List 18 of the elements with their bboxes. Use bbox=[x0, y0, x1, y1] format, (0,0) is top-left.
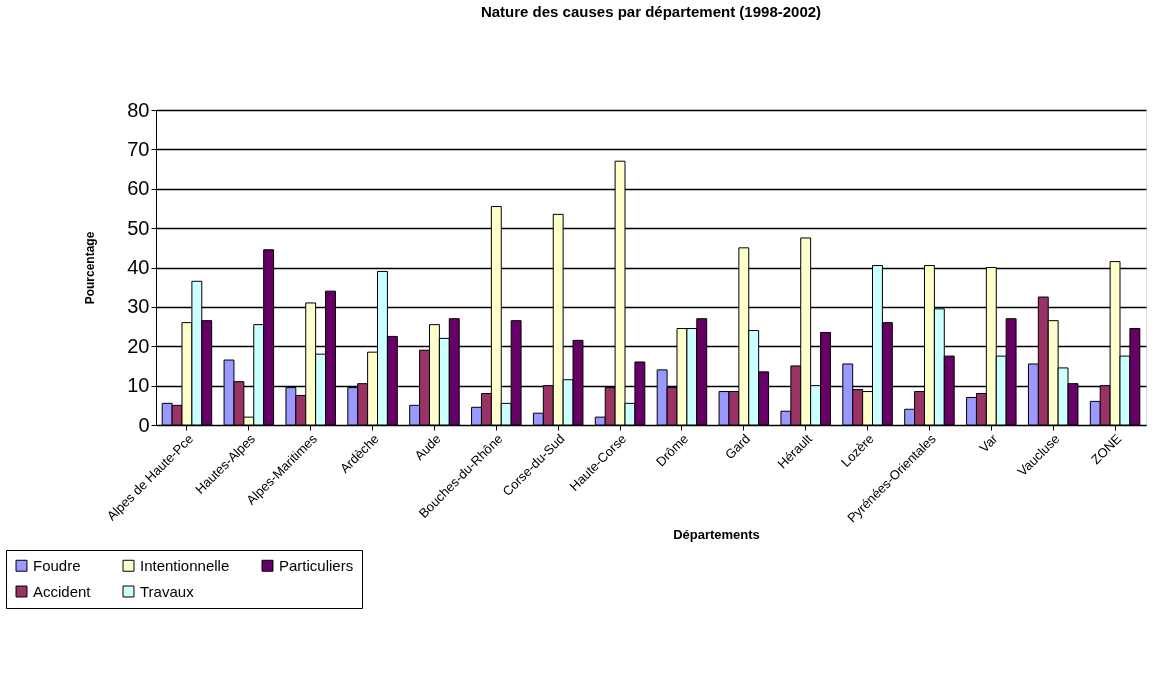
y-tick-label: 40 bbox=[127, 256, 150, 278]
y-tick-label: 0 bbox=[138, 413, 150, 436]
y-axis-title: Pourcentage bbox=[83, 231, 98, 305]
legend-label: Foudre bbox=[33, 556, 81, 574]
y-tick-label: 50 bbox=[127, 216, 150, 239]
y-tick-label: 60 bbox=[127, 177, 150, 200]
legend-label: Travaux bbox=[140, 582, 195, 600]
chart-title: Nature des causes par département (1998-2002) bbox=[480, 3, 822, 20]
y-tick-label: 30 bbox=[127, 295, 150, 318]
y-tick-label: 70 bbox=[127, 137, 150, 160]
x-tick-label: Var bbox=[976, 430, 1001, 456]
x-axis-title: Départements bbox=[673, 527, 760, 543]
legend-label: Accident bbox=[33, 582, 92, 600]
y-tick-label: 10 bbox=[127, 374, 150, 397]
y-tick-label: 80 bbox=[127, 98, 150, 121]
y-tick-label: 20 bbox=[127, 334, 150, 357]
legend-label: Intentionnelle bbox=[140, 556, 230, 574]
legend-label: Particuliers bbox=[279, 556, 354, 574]
